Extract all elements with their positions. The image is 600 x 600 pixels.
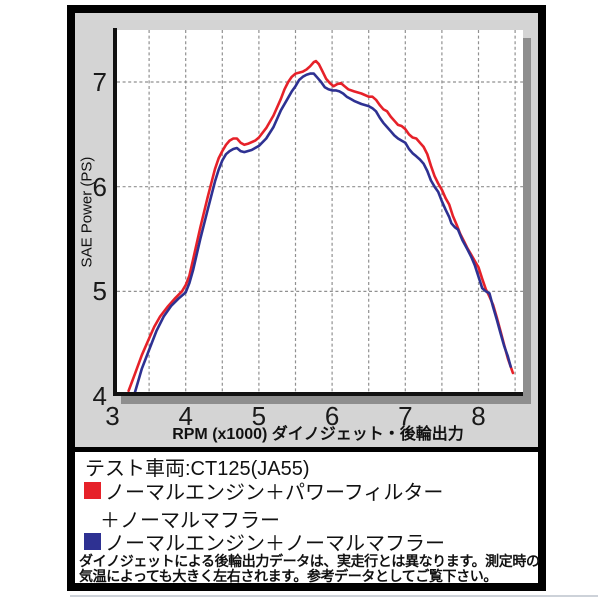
y-tick-label: 6 [92,171,107,202]
power-curve-blue [133,72,513,394]
test-vehicle-label: テスト車両:CT125(JA55) [85,458,310,480]
legend-item-power-filter: ノーマルエンジン＋パワーフィルター [84,478,444,504]
page-bottom-hairline [70,595,598,597]
x-axis-title: RPM (x1000) ダイノジェット・後輪出力 [172,426,464,443]
x-tick-label: 6 [324,401,340,431]
x-tick-label: 7 [398,401,413,431]
plot-area [117,30,523,392]
legend-swatch-blue [84,532,101,550]
legend-label-normal: ノーマルエンジン＋ノーマルマフラー [105,532,445,555]
x-tick-label: 4 [178,401,193,431]
legend-panel [75,452,538,583]
legend-item-normal: ノーマルエンジン＋ノーマルマフラー [84,529,445,555]
legend-note: ダイノジェットによる後輪出力データは、実走行とは異なります。測定時の気温によって… [79,553,540,584]
x-axis-line [113,392,523,396]
chart-canvas [117,30,523,394]
x-tick-label: 8 [471,401,486,431]
y-tick-label: 5 [92,276,107,307]
legend-label-power-filter: ノーマルエンジン＋パワーフィルター [105,481,444,504]
section-divider [75,447,538,452]
y-axis-line [113,28,117,396]
x-tick-label: 5 [251,401,267,431]
y-tick-label: 7 [92,67,107,98]
power-curve-red [127,59,515,393]
y-axis-title: SAE Power (PS) [78,156,96,268]
legend-label-power-filter-line2: ＋ノーマルマフラー [100,510,280,532]
legend-swatch-red [84,481,101,499]
y-tick-label: 4 [92,381,107,411]
x-tick-label: 3 [105,401,120,431]
